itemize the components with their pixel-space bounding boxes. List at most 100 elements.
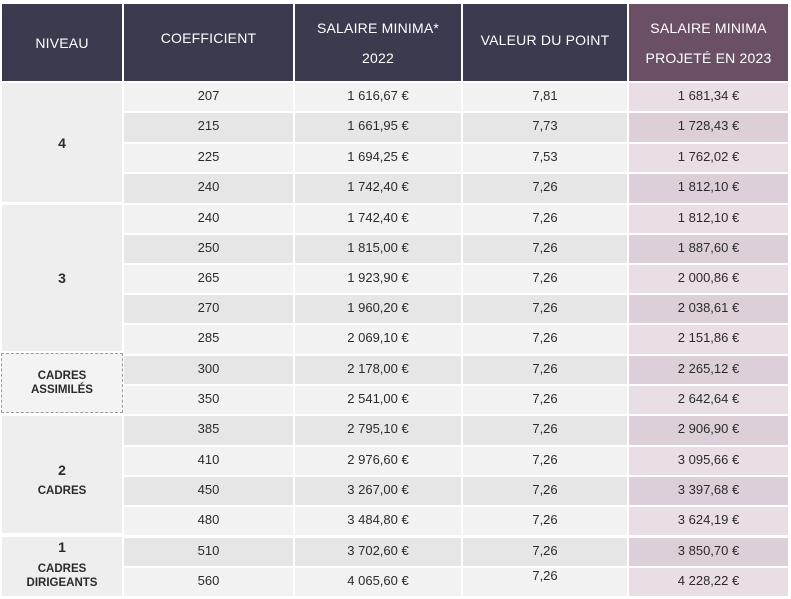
salaire-2022-cell: 1 815,00 € [295,235,461,263]
salaire-2023-cell: 1 681,34 € [629,83,788,111]
valeur-point-cell: 7,26 [463,507,627,535]
coefficient-cell: 285 [124,325,293,354]
coefficient-cell-text: 207 [197,88,220,103]
salaire-2022-cell: 1 694,25 € [295,144,461,172]
coefficient-cell: 215 [124,113,293,142]
valeur-point-cell-text: 7,26 [532,391,558,406]
level-group-1: 1 CADRES DIRIGEANTS [2,537,122,596]
salaire-2022-cell-text: 1 960,20 € [347,300,409,315]
coefficient-cell: 240 [124,174,293,203]
salaire-2022-cell: 1 742,40 € [295,174,461,203]
salaire-2022-cell-text: 1 815,00 € [347,240,409,255]
salaire-2022-cell-text: 2 178,00 € [347,361,409,376]
valeur-point-cell-text: 7,26 [532,452,558,467]
valeur-point-cell: 7,26 [463,174,627,203]
coefficient-cell: 450 [124,477,293,505]
coefficient-cell: 225 [124,144,293,172]
salaire-2023-cell: 3 624,19 € [629,507,788,535]
level-number-1: 1 [58,539,66,555]
valeur-point-cell: 7,26 [463,568,627,596]
cadres-dirigeants-line2: DIRIGEANTS [26,577,98,589]
coefficient-cell: 270 [124,295,293,323]
valeur-point-cell: 7,53 [463,144,627,172]
salaire-2023-cell: 2 642,64 € [629,386,788,414]
salaire-2022-cell: 2 069,10 € [295,325,461,354]
salaire-2022-cell: 1 923,90 € [295,265,461,293]
valeur-point-cell-text: 7,26 [532,543,558,558]
salaire-2023-cell-text: 3 850,70 € [677,543,740,558]
salaire-2023-cell-text: 2 906,90 € [677,421,740,436]
valeur-point-cell: 7,26 [463,477,627,505]
valeur-point-cell-text: 7,26 [532,482,558,497]
valeur-point-cell: 7,26 [463,356,627,384]
valeur-point-cell-text: 7,53 [532,149,558,164]
header-salaire-2023-line1: SALAIRE MINIMA [650,19,767,36]
salaire-2023-cell: 2 151,86 € [629,325,788,354]
coefficient-cell: 410 [124,447,293,475]
salaire-2022-cell-text: 1 694,25 € [347,149,409,164]
salaire-2022-cell-text: 1 923,90 € [347,270,409,285]
salaire-2023-cell: 1 728,43 € [629,113,788,142]
coefficient-cell-text: 225 [197,149,220,164]
salaire-2022-cell-text: 2 976,60 € [347,452,409,467]
coefficient-cell-text: 385 [197,421,220,436]
coefficient-cell-text: 240 [197,210,220,225]
salaire-2023-cell: 3 095,66 € [629,447,788,475]
header-salaire-2023-line2: PROJETÉ EN 2023 [645,49,772,66]
header-salaire-2023: SALAIRE MINIMA PROJETÉ EN 2023 [629,4,788,81]
coefficient-cell-text: 480 [197,512,220,527]
salaire-2023-cell-text: 4 228,22 € [677,573,740,588]
level-group-3: 3 [2,205,122,351]
coefficient-cell: 510 [124,538,293,566]
salaire-2023-cell-text: 3 624,19 € [677,512,740,527]
header-coefficient-text: COEFFICIENT [160,30,257,46]
header-salaire-2022: SALAIRE MINIMA* 2022 [295,4,461,81]
coefficient-cell: 250 [124,235,293,263]
salaire-2022-cell: 1 661,95 € [295,113,461,142]
coefficient-cell: 300 [124,356,293,384]
valeur-point-cell: 7,26 [463,235,627,263]
salaire-2023-cell-text: 2 000,86 € [677,270,740,285]
coefficient-cell: 385 [124,416,293,445]
salaire-2022-cell-text: 4 065,60 € [347,573,409,588]
level-group-4: 4 [2,83,122,202]
salaire-2022-cell: 1 742,40 € [295,205,461,233]
salaire-2022-cell: 3 267,00 € [295,477,461,505]
coefficient-cell: 240 [124,205,293,233]
salaire-2023-cell: 2 265,12 € [629,356,788,384]
salaire-2023-cell-text: 1 887,60 € [677,240,740,255]
salaire-2022-cell-text: 1 616,67 € [347,88,409,103]
salaire-2022-cell-text: 3 484,80 € [347,512,409,527]
coefficient-cell-text: 265 [197,270,220,285]
valeur-point-cell-text: 7,26 [532,361,558,376]
header-coefficient: COEFFICIENT [124,4,293,81]
salaire-2023-cell-text: 1 681,34 € [677,88,740,103]
valeur-point-cell: 7,73 [463,113,627,142]
salaire-2023-cell-text: 1 812,10 € [677,179,740,194]
salaire-2022-cell: 1 960,20 € [295,295,461,323]
salaire-2022-cell: 2 178,00 € [295,356,461,384]
salaire-2022-cell: 4 065,60 € [295,568,461,596]
salaire-2022-cell-text: 2 795,10 € [347,421,409,436]
salaire-2023-cell: 2 906,90 € [629,416,788,445]
salaire-2023-cell-text: 3 095,66 € [677,452,740,467]
valeur-point-cell-text: 7,26 [532,270,558,285]
cadres-assimiles-line1: CADRES [37,370,87,382]
valeur-point-cell: 7,26 [463,295,627,323]
salaire-2023-cell: 1 812,10 € [629,205,788,233]
coefficient-cell: 560 [124,568,293,596]
coefficient-cell: 480 [124,507,293,535]
coefficient-cell-text: 300 [197,361,220,376]
valeur-point-cell-text: 7,26 [532,330,558,345]
salaire-2022-cell: 1 616,67 € [295,83,461,111]
salaire-2023-cell: 4 228,22 € [629,568,788,596]
salaire-2022-cell: 3 484,80 € [295,507,461,535]
cadres-assimiles-line2: ASSIMILÉS [31,384,93,396]
valeur-point-cell: 7,26 [463,265,627,293]
salaire-2023-cell-text: 2 642,64 € [677,391,740,406]
header-niveau: NIVEAU [2,4,122,81]
valeur-point-cell-text: 7,26 [532,300,558,315]
valeur-point-cell-text: 7,26 [532,568,558,583]
salaire-2023-cell: 2 038,61 € [629,295,788,323]
salaire-2023-cell: 3 850,70 € [629,538,788,566]
